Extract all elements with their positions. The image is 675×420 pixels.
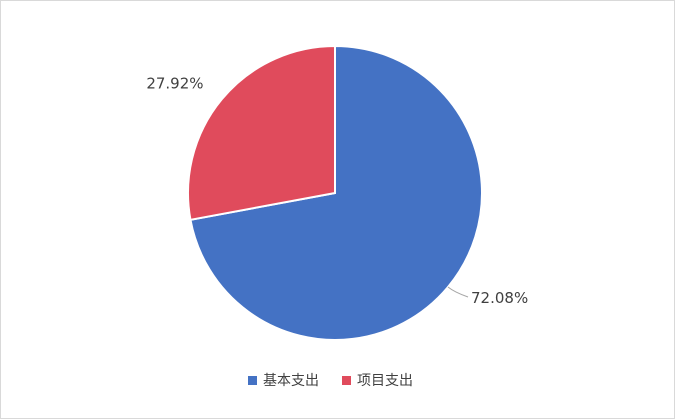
leader-lines: [447, 286, 469, 298]
legend-swatch-project: [342, 376, 351, 385]
data-labels: 72.08% 27.92%: [146, 75, 528, 307]
legend-label-basic: 基本支出: [263, 372, 319, 389]
legend: 基本支出 项目支出: [248, 372, 413, 389]
pie-slice-project: [187, 44, 336, 221]
pie-slices: [187, 44, 483, 341]
pie-slice-basic: [189, 44, 483, 341]
data-label-project: 27.92%: [146, 75, 203, 93]
legend-swatch-basic: [248, 376, 257, 385]
leader-line-basic: [447, 286, 469, 298]
legend-label-project: 项目支出: [357, 373, 413, 389]
data-label-basic: 72.08%: [471, 289, 528, 307]
